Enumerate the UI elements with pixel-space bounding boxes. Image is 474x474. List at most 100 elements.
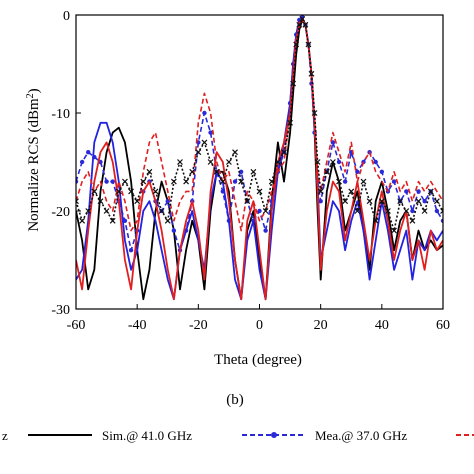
series-point-1 bbox=[263, 228, 268, 233]
series-point-5 bbox=[146, 168, 153, 175]
series-point-5 bbox=[268, 178, 275, 185]
series-point-5 bbox=[293, 41, 300, 48]
y-tick-label: -30 bbox=[51, 303, 70, 318]
series-point-1 bbox=[238, 169, 244, 174]
y-axis-label-sup: 2 bbox=[25, 93, 36, 98]
series-point-5 bbox=[76, 198, 79, 205]
series-point-5 bbox=[323, 168, 330, 175]
series-point-5 bbox=[164, 217, 171, 224]
series-point-5 bbox=[262, 208, 269, 214]
series-point-5 bbox=[115, 188, 122, 195]
series-point-5 bbox=[140, 178, 147, 185]
x-tick-label: -20 bbox=[189, 318, 208, 333]
series-point-1 bbox=[434, 208, 440, 214]
legend: z Sim.@ 41.0 GHz Mea.@ 37.0 GHz bbox=[2, 428, 474, 443]
series-point-1 bbox=[232, 179, 238, 184]
series-point-5 bbox=[299, 15, 306, 22]
series-point-1 bbox=[379, 169, 385, 174]
series-point-5 bbox=[342, 198, 349, 205]
series-point-1 bbox=[410, 208, 415, 214]
series-point-5 bbox=[354, 208, 361, 214]
legend-label-sim-41: Sim.@ 41.0 GHz bbox=[102, 428, 192, 443]
series-point-5 bbox=[79, 217, 86, 224]
series-point-5 bbox=[201, 139, 208, 146]
series-point-5 bbox=[433, 198, 440, 205]
series-point-5 bbox=[372, 217, 379, 224]
x-tick-label: 40 bbox=[375, 318, 389, 333]
series-point-5 bbox=[85, 208, 92, 214]
series-point-5 bbox=[152, 188, 159, 195]
series-point-5 bbox=[207, 159, 214, 165]
legend-marker-mea-37 bbox=[271, 432, 277, 438]
series-point-5 bbox=[302, 21, 309, 28]
series-point-1 bbox=[79, 159, 85, 165]
series-point-1 bbox=[416, 189, 421, 194]
series-point-5 bbox=[314, 159, 321, 165]
series-line-5 bbox=[76, 18, 443, 232]
series-point-5 bbox=[244, 198, 251, 205]
series-point-5 bbox=[170, 178, 177, 185]
series-point-5 bbox=[296, 21, 303, 28]
series-point-1 bbox=[404, 189, 409, 194]
series-point-5 bbox=[213, 168, 220, 175]
series-point-5 bbox=[336, 178, 342, 185]
series-point-5 bbox=[189, 168, 196, 175]
series-point-5 bbox=[103, 208, 110, 214]
series-point-5 bbox=[177, 159, 183, 165]
series-point-5 bbox=[427, 188, 434, 195]
series-point-5 bbox=[409, 217, 416, 224]
series-point-5 bbox=[238, 178, 245, 185]
series-point-5 bbox=[378, 198, 385, 205]
y-axis-label-main: Normalize RCS (dBm bbox=[26, 98, 42, 232]
series-point-5 bbox=[219, 178, 226, 185]
series-point-1 bbox=[86, 150, 91, 155]
plot-frame bbox=[75, 14, 444, 310]
y-tick-label: -20 bbox=[51, 205, 70, 220]
x-axis-label: Theta (degree) bbox=[214, 352, 302, 368]
series-point-5 bbox=[256, 188, 263, 195]
series-point-1 bbox=[336, 159, 342, 165]
tick-labels: -60 -40 -20 0 20 40 60 0 -10 -20 -30 bbox=[51, 9, 450, 333]
series-point-5 bbox=[225, 159, 232, 165]
panel-label: (b) bbox=[226, 392, 244, 408]
x-tick-label: -60 bbox=[67, 318, 86, 333]
series-line-0 bbox=[76, 18, 443, 301]
series-point-5 bbox=[366, 198, 373, 205]
series-point-5 bbox=[158, 208, 165, 214]
legend-partial-text: z bbox=[2, 428, 8, 443]
series-point-5 bbox=[440, 208, 443, 214]
series-point-1 bbox=[391, 179, 397, 184]
series-point-1 bbox=[128, 248, 134, 253]
series-line-4 bbox=[76, 18, 443, 301]
series-point-1 bbox=[355, 169, 360, 174]
series-point-5 bbox=[287, 119, 294, 126]
series-point-5 bbox=[274, 159, 281, 165]
y-tick-label: -10 bbox=[51, 107, 70, 122]
series-point-5 bbox=[317, 188, 324, 195]
x-tick-label: 60 bbox=[436, 318, 450, 333]
series-point-5 bbox=[329, 159, 336, 165]
series-point-5 bbox=[360, 178, 367, 185]
series-point-5 bbox=[308, 70, 315, 77]
y-axis-label-close: ) bbox=[26, 88, 42, 93]
series-point-5 bbox=[421, 208, 428, 214]
legend-label-mea-37: Mea.@ 37.0 GHz bbox=[315, 428, 407, 443]
series-point-1 bbox=[373, 159, 378, 165]
series-point-1 bbox=[422, 199, 427, 204]
series-point-1 bbox=[318, 199, 323, 204]
series-point-5 bbox=[397, 198, 404, 205]
series-point-5 bbox=[232, 149, 238, 156]
x-tick-label: -40 bbox=[128, 318, 147, 333]
series-point-5 bbox=[385, 208, 391, 214]
series-point-1 bbox=[342, 179, 348, 184]
y-tick-label: 0 bbox=[63, 9, 70, 24]
series-point-1 bbox=[208, 130, 213, 135]
series-point-5 bbox=[250, 168, 257, 175]
series-point-1 bbox=[257, 208, 262, 214]
series-point-5 bbox=[348, 188, 355, 195]
series-layer bbox=[76, 15, 443, 301]
series-point-5 bbox=[128, 188, 134, 195]
series-point-5 bbox=[305, 41, 312, 48]
series-point-1 bbox=[104, 179, 109, 184]
